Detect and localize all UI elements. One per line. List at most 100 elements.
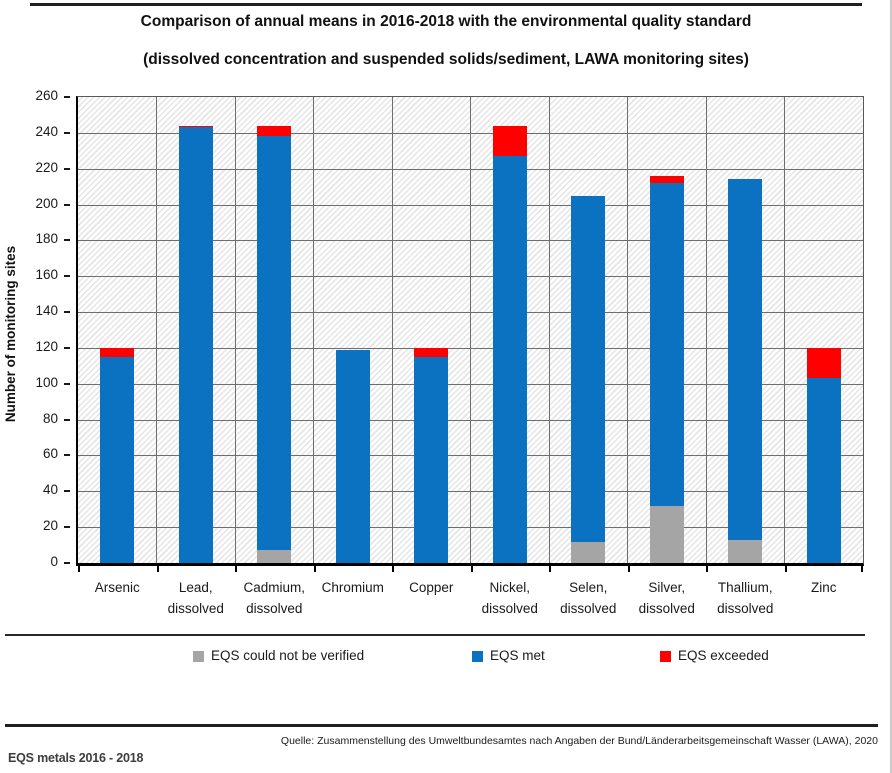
- x-category-label: Arsenic: [78, 577, 157, 598]
- source-text: Quelle: Zusammenstellung des Umweltbunde…: [280, 735, 878, 747]
- x-category-label-line: Selen,: [569, 580, 608, 595]
- y-tick-mark: [64, 275, 70, 278]
- x-category-label-line: dissolved: [481, 601, 538, 616]
- bar-segment: [257, 136, 292, 551]
- x-category-label-line: Zinc: [810, 580, 837, 595]
- x-category-label: Cadmium, dissolved: [235, 577, 314, 619]
- y-tick-mark: [64, 239, 70, 242]
- x-category-label: Lead, dissolved: [157, 577, 236, 619]
- x-tick-mark: [549, 566, 551, 572]
- x-category-label-line: Silver,: [648, 580, 686, 595]
- legend-label: EQS exceeded: [678, 648, 769, 663]
- grid-line-v: [234, 97, 236, 563]
- x-category-label: Zinc: [785, 577, 864, 598]
- x-category-label: Copper: [392, 577, 471, 598]
- grid-line-v: [313, 97, 314, 563]
- top-divider: [30, 3, 862, 6]
- bar-segment: [571, 541, 606, 563]
- bar-segment: [100, 347, 135, 357]
- legend-item: EQS could not be verified: [193, 648, 364, 663]
- y-axis: 0 20 40 60 80 100 120 140 160 180 200 220 240 260: [0, 88, 70, 569]
- x-category-label-line: Copper: [409, 580, 454, 595]
- y-tick-mark: [64, 418, 70, 421]
- bar-segment: [649, 175, 684, 184]
- legend-label: EQS met: [490, 648, 545, 663]
- grid-line-v: [784, 97, 785, 563]
- y-tick-mark: [64, 382, 70, 385]
- grid-line-v: [705, 97, 707, 563]
- plot-area: [76, 96, 864, 566]
- bar-segment: [335, 349, 370, 563]
- legend-item: EQS exceeded: [660, 648, 769, 663]
- legend-swatch-icon: [193, 651, 204, 662]
- y-tick-mark: [64, 562, 70, 564]
- y-tick-label: 0: [50, 554, 58, 569]
- y-tick-label: 160: [35, 267, 58, 283]
- bar-segment: [728, 539, 763, 563]
- y-tick-mark: [64, 311, 70, 314]
- bar-segment: [806, 347, 841, 379]
- y-tick-mark: [64, 454, 70, 457]
- x-tick-mark: [78, 566, 80, 572]
- y-tick-mark: [64, 96, 70, 98]
- x-tick-mark: [392, 566, 394, 572]
- legend: EQS could not be verified EQS met EQS exce…: [0, 648, 890, 672]
- bar-segment: [178, 127, 213, 563]
- grid-line-v: [156, 97, 157, 563]
- bar-segment: [178, 125, 213, 128]
- x-tick-mark: [235, 566, 237, 572]
- x-category-label: Thallium, dissolved: [706, 577, 785, 619]
- legend-swatch-icon: [472, 651, 483, 662]
- legend-swatch-icon: [660, 651, 671, 662]
- y-tick-mark: [64, 490, 70, 493]
- figure-caption: EQS metals 2016 - 2018: [8, 751, 144, 765]
- bar-segment: [492, 125, 527, 157]
- x-category-label: Chromium: [314, 577, 393, 598]
- x-tick-mark: [156, 566, 159, 572]
- y-tick-label: 20: [42, 518, 58, 534]
- y-tick-mark: [64, 167, 70, 170]
- y-tick-mark: [64, 346, 70, 349]
- y-tick-label: 200: [35, 195, 58, 211]
- y-tick-label: 80: [42, 410, 58, 426]
- x-category-label: Nickel, dissolved: [471, 577, 550, 619]
- y-tick-label: 140: [35, 303, 58, 319]
- grid-line-v: [548, 97, 550, 563]
- footer-divider: [5, 724, 878, 727]
- bar-segment: [492, 156, 527, 563]
- x-category-label-line: dissolved: [246, 601, 303, 616]
- x-category-label-line: Arsenic: [94, 580, 140, 595]
- legend-item: EQS met: [472, 648, 545, 663]
- x-category-label-line: dissolved: [638, 601, 695, 616]
- x-tick-mark: [313, 566, 316, 572]
- y-tick-mark: [64, 131, 70, 134]
- y-tick-label: 220: [35, 159, 58, 175]
- y-tick-label: 60: [42, 446, 58, 462]
- x-tick-mark: [861, 566, 863, 572]
- y-tick-label: 240: [35, 123, 58, 139]
- chart-title-line2: (dissolved concentration and suspended s…: [143, 51, 749, 68]
- y-tick-label: 180: [35, 231, 58, 247]
- x-category-label-line: Nickel,: [489, 580, 530, 595]
- x-tick-mark: [627, 566, 630, 572]
- y-tick-label: 120: [35, 338, 58, 354]
- x-category-label: Selen, dissolved: [549, 577, 628, 619]
- x-tick-mark: [470, 566, 473, 572]
- bar-segment: [257, 550, 292, 563]
- y-tick-label: 100: [35, 374, 58, 390]
- bar-segment: [571, 195, 606, 542]
- x-category-label-line: Chromium: [321, 580, 384, 595]
- bar-segment: [806, 378, 841, 563]
- x-tick-mark: [784, 566, 787, 572]
- x-category-label-line: dissolved: [560, 601, 617, 616]
- x-category-label-line: dissolved: [717, 601, 774, 616]
- legend-label: EQS could not be verified: [211, 648, 365, 663]
- x-axis: Arsenic Lead, dissolved Cadmium, dissolved Ch…: [78, 566, 863, 628]
- y-tick-label: 260: [35, 88, 58, 103]
- x-category-label-line: dissolved: [167, 601, 224, 616]
- x-category-label-line: Thallium,: [717, 580, 773, 595]
- bar-segment: [100, 356, 135, 563]
- x-category-label: Silver, dissolved: [628, 577, 707, 619]
- y-tick-mark: [64, 203, 70, 206]
